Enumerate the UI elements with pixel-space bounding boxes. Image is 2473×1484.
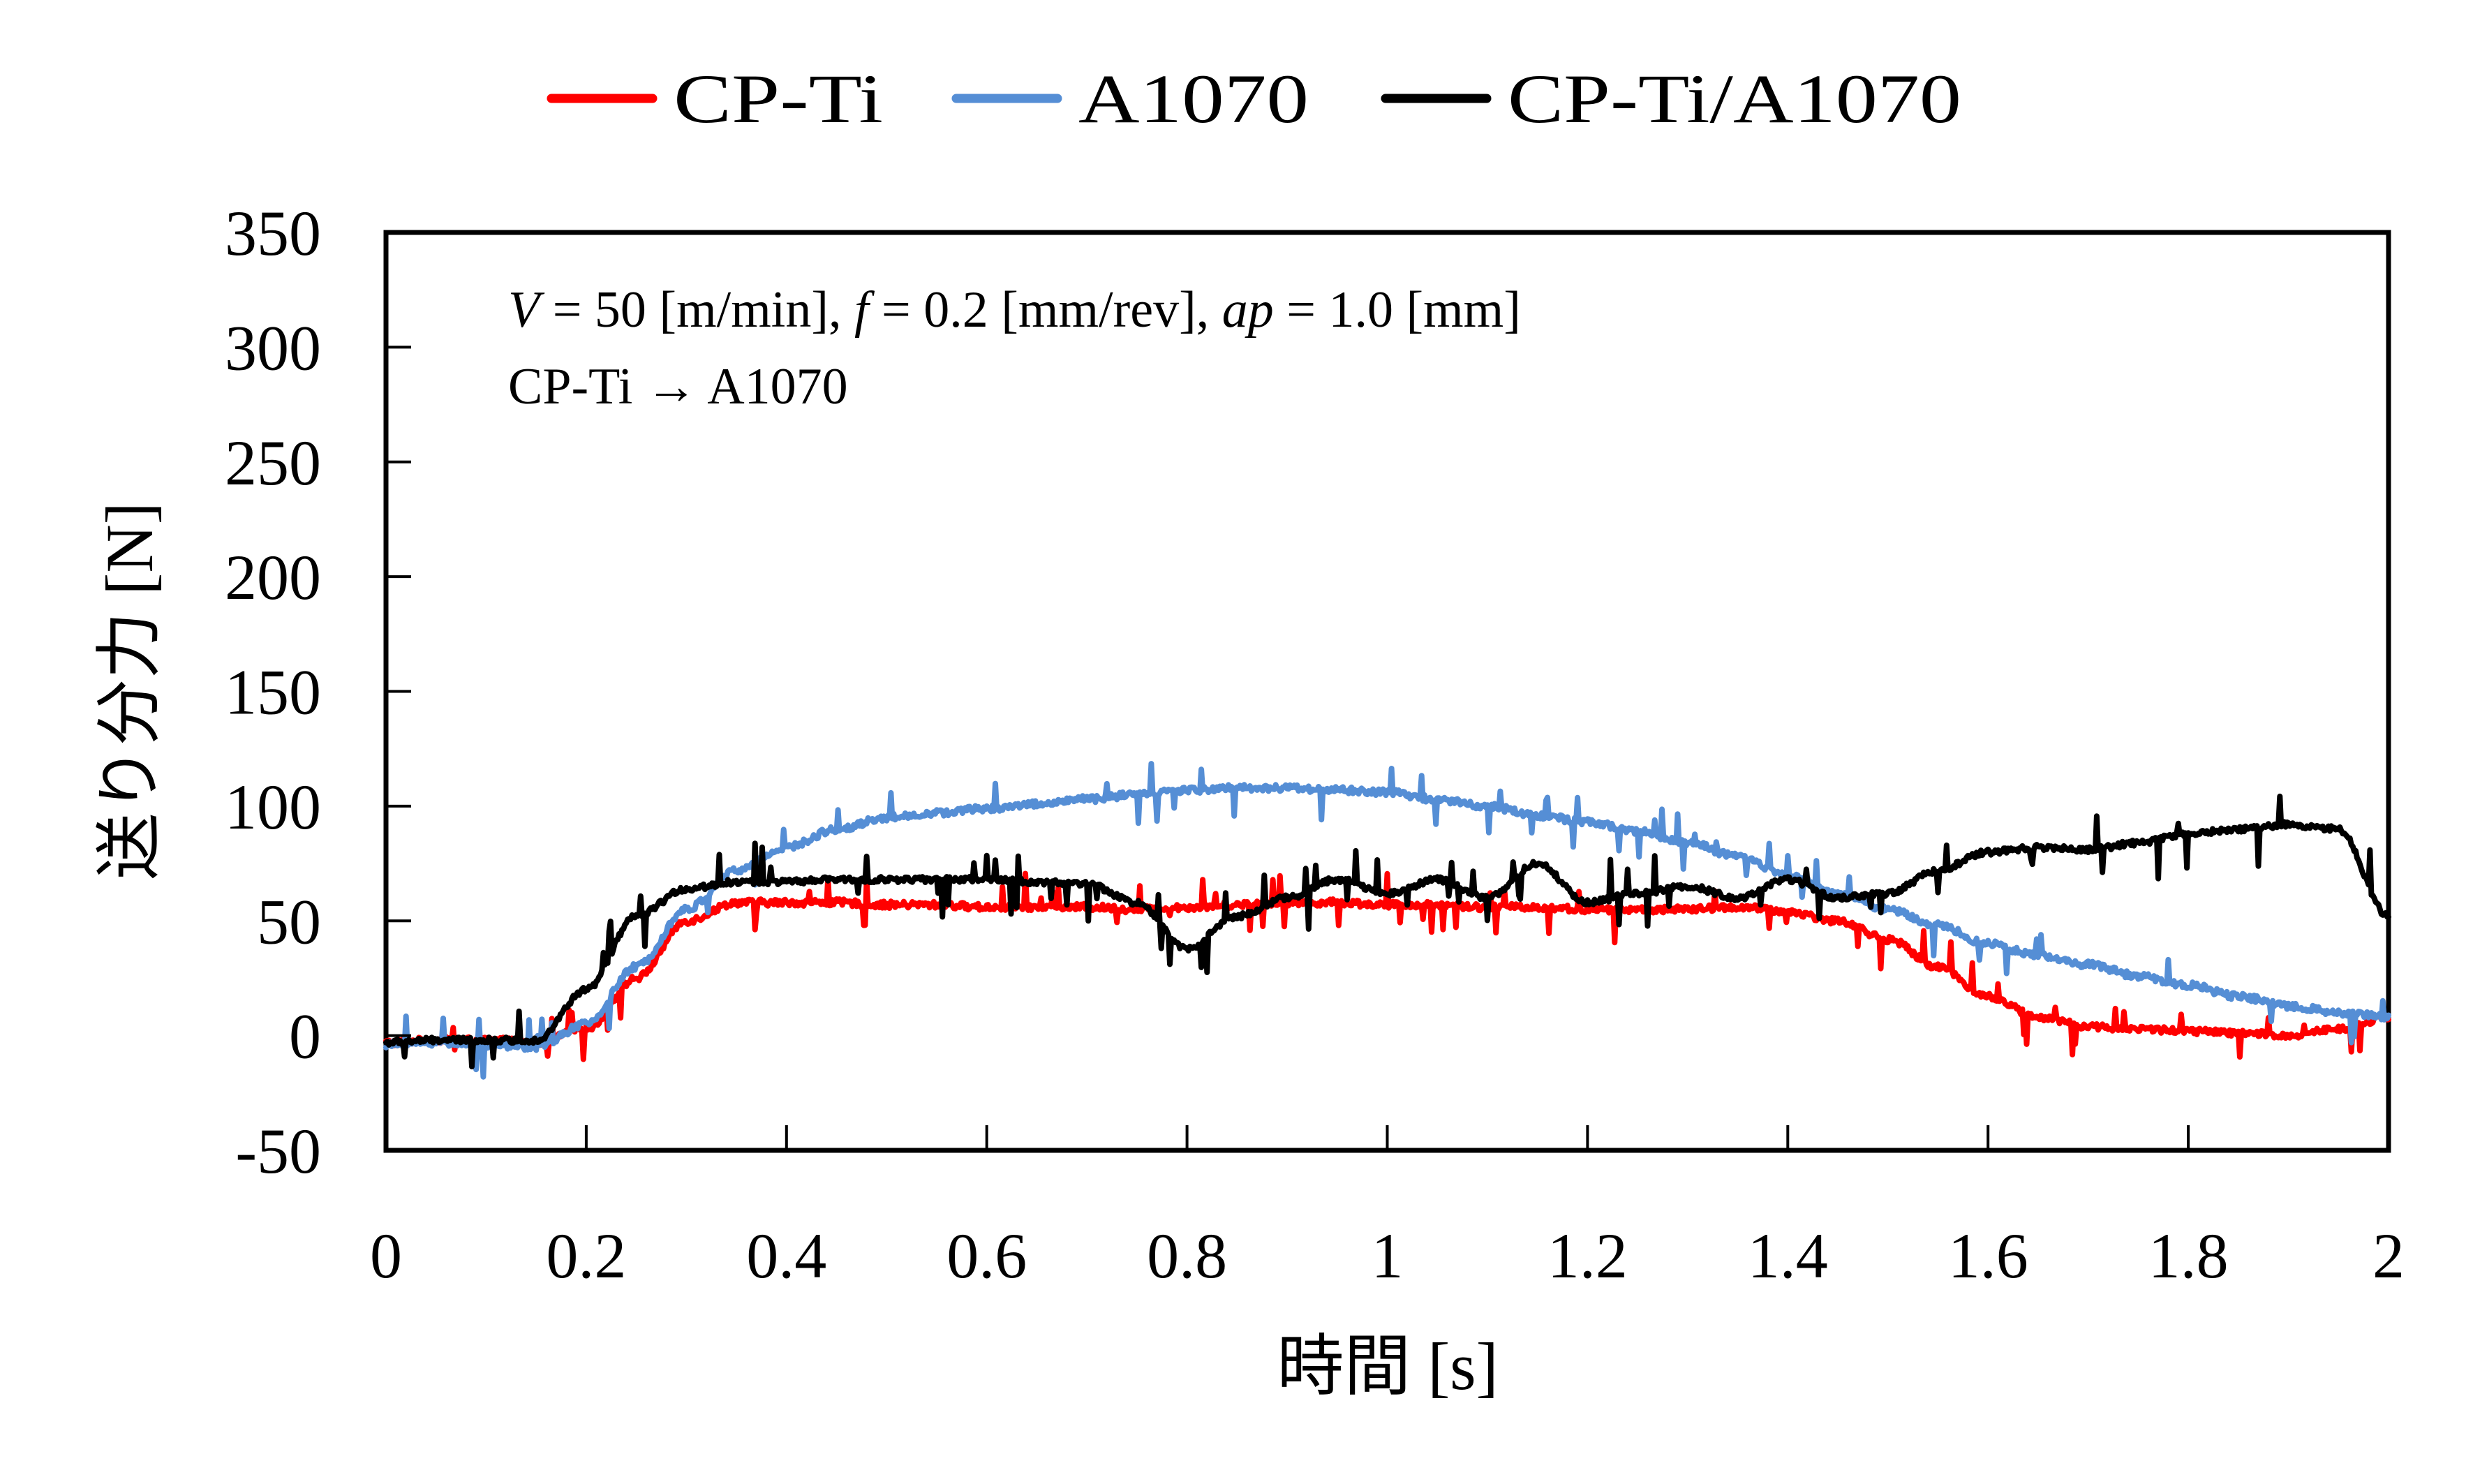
annotation-f-value: = 0.2 [mm/rev], — [869, 281, 1222, 339]
legend-label-cp-ti-a1070: CP-Ti/A1070 — [1508, 60, 1961, 138]
x-tick-label: 0.6 — [946, 1220, 1027, 1291]
x-tick-label: 1.2 — [1547, 1220, 1628, 1291]
y-tick-label: 350 — [225, 198, 321, 269]
y-tick-label: -50 — [235, 1115, 321, 1187]
y-axis-tick-labels: -50 0 50 100 150 200 250 300 350 — [225, 198, 321, 1187]
x-tick-label: 0.4 — [746, 1220, 826, 1291]
y-tick-label: 250 — [225, 427, 321, 498]
legend-label-a1070: A1070 — [1078, 60, 1309, 138]
x-tick-label: 1.8 — [2148, 1220, 2229, 1291]
x-axis-tick-labels: 0 0.2 0.4 0.6 0.8 1 1.2 1.4 1.6 1.8 2 — [370, 1220, 2405, 1291]
annotation-line-1: V = 50 [m/min], f = 0.2 [mm/rev], ap = 1… — [508, 281, 1521, 339]
series-line-cp-ti-a1070 — [383, 793, 2391, 1069]
y-tick-label: 150 — [225, 657, 321, 728]
annotation-ap-value: = 1.0 [mm] — [1274, 281, 1521, 339]
x-tick-label: 1.6 — [1948, 1220, 2028, 1291]
y-tick-label: 200 — [225, 542, 321, 613]
legend: CP-Ti A1070 CP-Ti/A1070 — [547, 60, 1961, 138]
annotation-ap-symbol: ap — [1222, 281, 1274, 339]
series-layer — [383, 761, 2391, 1080]
annotation-v-symbol: V — [508, 281, 545, 339]
x-tick-label: 1.4 — [1748, 1220, 1828, 1291]
x-tick-label: 0.8 — [1147, 1220, 1227, 1291]
x-tick-label: 0 — [370, 1220, 402, 1291]
x-axis-ticks — [584, 1125, 2190, 1150]
y-tick-label: 0 — [289, 1001, 321, 1072]
y-axis-title: 送り分力 [N] — [92, 502, 167, 880]
legend-item-a1070: A1070 — [951, 60, 1309, 138]
legend-label-cp-ti: CP-Ti — [674, 60, 883, 138]
x-axis-title: 時間 [s] — [1277, 1329, 1498, 1404]
y-tick-label: 50 — [257, 886, 321, 957]
condition-annotation: V = 50 [m/min], f = 0.2 [mm/rev], ap = 1… — [508, 281, 1521, 415]
y-axis-ticks — [386, 346, 411, 1037]
annotation-line-2: CP-Ti → A1070 — [508, 358, 848, 415]
y-tick-label: 300 — [225, 312, 321, 383]
x-tick-label: 2 — [2372, 1220, 2405, 1291]
legend-item-cp-ti: CP-Ti — [547, 60, 883, 138]
y-tick-label: 100 — [225, 771, 321, 843]
series-line-cp-ti — [383, 870, 2391, 1062]
x-tick-label: 0.2 — [546, 1220, 626, 1291]
annotation-v-value: = 50 [m/min], — [540, 281, 854, 339]
x-tick-label: 1 — [1372, 1220, 1404, 1291]
legend-item-cp-ti-a1070: CP-Ti/A1070 — [1381, 60, 1961, 138]
